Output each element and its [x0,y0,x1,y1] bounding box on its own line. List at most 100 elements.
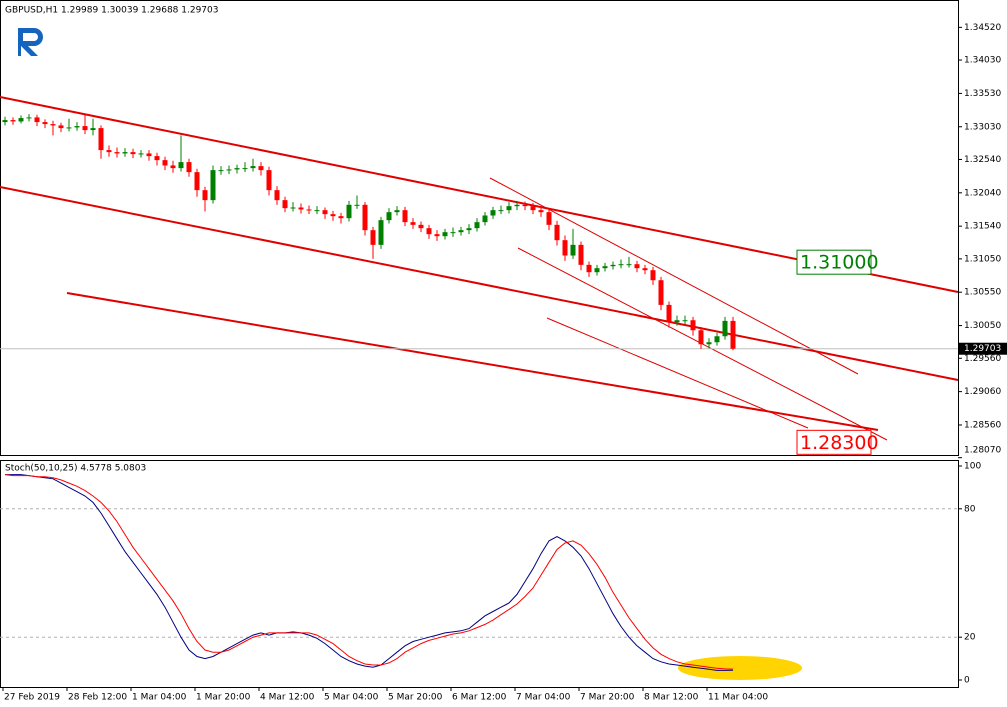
level-label: 1.28300 [800,432,879,454]
x-tick-label: 1 Mar 20:00 [196,693,251,703]
candle-body [386,212,392,221]
channel-line [546,317,809,429]
candle-body [66,127,72,129]
candle-body [42,122,48,125]
level-box [796,429,872,455]
candle-body [202,190,208,201]
candle-body [666,304,672,323]
y-tick-label: 20 [964,633,976,643]
candle-body [434,234,440,237]
candle-body [130,152,136,155]
candle-body [722,320,728,337]
candle-body [730,320,736,349]
stoch-line [5,474,734,671]
x-tick-label: 5 Mar 04:00 [324,693,379,703]
candle-body [554,224,560,241]
candle-body [34,117,40,123]
y-tick-label: 1.32040 [964,188,1001,198]
candle-body [226,169,232,171]
y-tick-label: 1.34520 [964,23,1001,33]
candle-body [330,214,336,217]
y-tick-label: 0 [964,676,970,686]
candle-body [706,342,712,345]
candle-body [490,210,496,216]
candle-body [586,264,592,273]
candle-body [26,117,32,119]
candle-body [538,210,544,213]
candle-body [178,162,184,169]
indicator-title: Stoch(50,10,25) 4.5778 5.0803 [5,464,146,474]
candle-body [450,232,456,234]
candle-body [458,230,464,233]
y-tick-label: 1.30550 [964,288,1001,298]
candle-body [370,230,376,245]
logo [18,28,43,56]
stoch-pane-frame [0,460,959,688]
candle-body [690,320,696,331]
candle-body [378,220,384,245]
x-tick-label: 11 Mar 04:00 [708,693,768,703]
candle-body [618,264,624,266]
x-tick-label: 28 Feb 12:00 [68,693,127,703]
candle-body [642,268,648,271]
candle-body [282,200,288,209]
candle-body [170,165,176,169]
candle-body [2,120,8,123]
candle-body [298,207,304,210]
x-tick-label: 4 Mar 12:00 [260,693,315,703]
y-tick-label: 1.31540 [964,222,1001,232]
candle-body [482,215,488,223]
candle-body [18,118,24,122]
candle-body [562,240,568,256]
y-tick-label: 1.28070 [964,446,1001,456]
y-tick-label: 1.31050 [964,254,1001,264]
x-tick-label: 6 Mar 12:00 [452,693,507,703]
candle-body [354,204,360,206]
candle-body [274,190,280,201]
candle-body [146,153,152,157]
candle-body [138,153,144,155]
candle-body [346,204,352,219]
y-tick-label: 1.33530 [964,89,1001,99]
candle-body [602,266,608,269]
candle-body [290,207,296,209]
candle-body [258,166,264,171]
candle-body [210,170,216,201]
candle-body [578,244,584,265]
candle-body [362,204,368,231]
candle-body [250,166,256,169]
y-tick-label: 1.32540 [964,155,1001,165]
candle-body [610,264,616,267]
candle-body [234,168,240,170]
candle-body [498,210,504,212]
y-tick-label: 80 [964,504,976,514]
x-tick-label: 7 Mar 20:00 [580,693,635,703]
y-tick-label: 100 [964,462,981,472]
candle-body [162,160,168,166]
candle-body [522,204,528,207]
price-pane-frame [0,0,959,456]
logo-mark [18,28,43,56]
candle-body [314,210,320,212]
candle-body [98,128,104,151]
x-tick-label: 27 Feb 2019 [4,693,60,703]
y-tick-label: 1.33030 [964,122,1001,132]
y-tick-label: 1.34030 [964,56,1001,66]
candle-body [306,209,312,211]
candle-body [506,206,512,211]
candle-body [530,206,536,211]
candle-body [658,280,664,305]
candle-body [58,125,64,129]
candle-body [442,232,448,237]
candle-body [626,264,632,266]
candle-body [682,320,688,322]
candle-body [474,222,480,229]
candle-body [122,152,128,154]
candle-body [74,126,80,128]
candle-body [90,128,96,131]
candle-body [154,156,160,161]
candle-body [394,210,400,213]
candle-body [650,270,656,281]
candle-body [466,228,472,231]
